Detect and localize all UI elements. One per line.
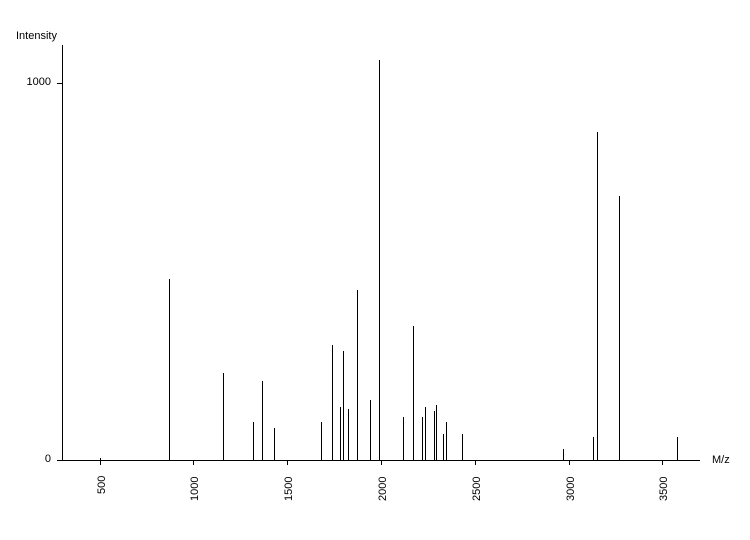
spectrum-peak (321, 422, 322, 460)
spectrum-peak (677, 437, 678, 460)
spectrum-peak (434, 411, 435, 460)
spectrum-peak (593, 437, 594, 460)
spectrum-peak (332, 345, 333, 460)
x-tick-label: 1500 (283, 477, 295, 501)
spectrum-peak (169, 279, 170, 460)
spectrum-peak (223, 373, 224, 460)
spectrum-peak (446, 422, 447, 460)
spectrum-peak (274, 428, 275, 460)
spectrum-peak (425, 407, 426, 460)
x-tick-label: 1000 (189, 477, 201, 501)
x-tick (662, 460, 663, 465)
spectrum-peak (597, 132, 598, 460)
y-tick (57, 83, 62, 84)
spectrum-peak (403, 417, 404, 460)
spectrum-peak (422, 417, 423, 460)
x-tick-label: 500 (96, 476, 108, 494)
spectrum-peak (370, 400, 371, 460)
x-tick-label: 3000 (565, 477, 577, 501)
spectrum-peak (436, 405, 437, 460)
spectrum-peak (563, 449, 564, 460)
x-tick (287, 460, 288, 465)
y-tick-label: 1000 (0, 76, 51, 88)
spectrum-peak (340, 407, 341, 460)
spectrum-peak (413, 326, 414, 460)
x-tick-label: 3500 (658, 477, 670, 501)
x-tick-label: 2500 (471, 477, 483, 501)
spectrum-peak (357, 290, 358, 460)
spectrum-peak (348, 409, 349, 460)
spectrum-peak (343, 351, 344, 460)
spectrum-peak (379, 60, 380, 460)
y-tick (57, 460, 62, 461)
x-axis-title: M/z (712, 454, 730, 466)
x-tick (475, 460, 476, 465)
spectrum-peak (262, 381, 263, 460)
y-tick-label: 0 (0, 453, 51, 465)
spectrum-peak (462, 434, 463, 460)
x-tick (569, 460, 570, 465)
mass-spectrum-chart: Intensity M/z 0 1000 500 1000 1500 2000 2500 3… (0, 0, 750, 540)
spectrum-peak (253, 422, 254, 460)
x-tick (381, 460, 382, 465)
x-tick (193, 460, 194, 465)
y-axis-title: Intensity (16, 30, 57, 42)
y-axis-line (62, 45, 63, 460)
spectrum-peak (619, 196, 620, 460)
x-tick (100, 460, 101, 465)
x-tick-label: 2000 (377, 477, 389, 501)
spectrum-peak (100, 458, 101, 460)
spectrum-peak (443, 434, 444, 460)
